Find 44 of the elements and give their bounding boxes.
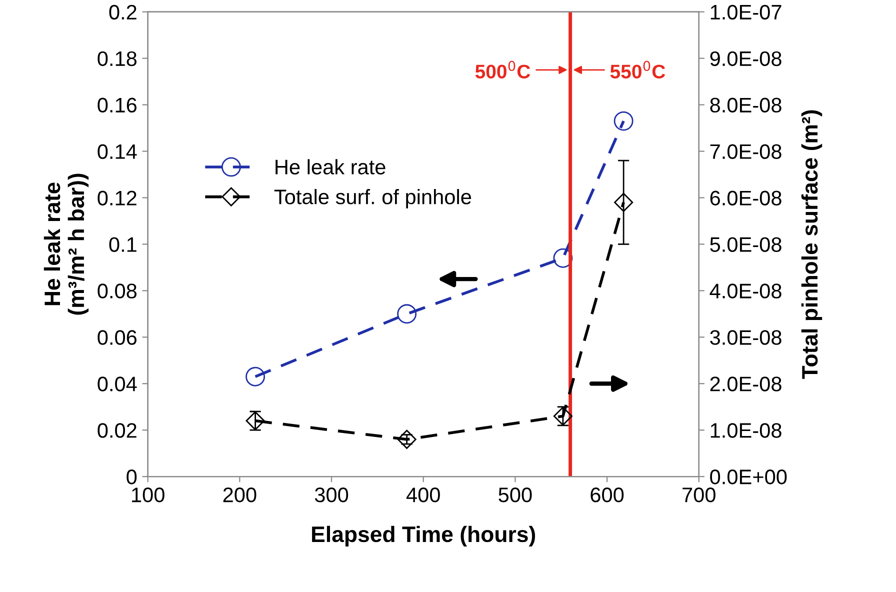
point [397,430,416,449]
y-tick-label: 0.1 [109,237,136,252]
y2-tick-label: 6.0E-08 [710,190,782,206]
y-axis-title: He leak rate (m³/m² h bar)) [44,174,89,315]
point [553,248,573,268]
point [397,304,417,324]
y2-tick-label: 3.0E-08 [710,330,782,345]
x-tick-label: 300 [314,488,348,502]
x-axis-title: Elapsed Time (hours) [312,526,536,547]
y-tick-label: 0 [126,470,137,484]
y-tick-label: 0.02 [98,423,136,438]
y2-tick-label: 8.0E-08 [710,98,782,113]
y2-tick-label: 0.0E+00 [710,470,787,484]
point [614,111,634,131]
annotation: 550$^{0}$C [610,60,666,78]
y2-axis-title: Total pinhole surface (m²) [801,110,822,379]
y2-tick-label: 5.0E-08 [710,237,782,252]
x-tick-label: 100 [132,488,164,502]
y-tick-label: 0.2 [109,4,136,20]
y2-tick-label: 2.0E-08 [710,376,782,392]
x-tick-label: 200 [223,488,256,502]
y2-tick-label: 1.0E-07 [710,4,782,20]
y2-tick-label: 4.0E-08 [710,284,782,298]
point [246,411,265,430]
legend-label: Totale surf. of pinhole [274,188,472,208]
point [246,366,266,386]
y-tick-label: 0.18 [98,51,137,66]
y-tick-label: 0.12 [98,190,136,206]
y-tick-label: 0.16 [98,98,137,113]
y2-tick-label: 7.0E-08 [710,144,782,160]
y-tick-label: 0.14 [98,144,137,160]
point [553,406,572,426]
x-tick-label: 600 [590,488,624,502]
x-tick-label: 500 [498,488,532,502]
y-tick-label: 0.08 [98,284,137,298]
point [614,192,634,212]
x-tick-label: 700 [682,488,716,502]
y-tick-label: 0.06 [98,330,137,345]
y2-tick-label: 9.0E-08 [710,51,782,66]
legend-label: He leak rate [276,159,386,174]
y2-tick-label: 1.0E-08 [710,423,782,438]
y-tick-label: 0.04 [98,376,137,392]
x-tick-label: 400 [406,488,440,502]
annotation: 500$^{0}$C [475,60,530,78]
